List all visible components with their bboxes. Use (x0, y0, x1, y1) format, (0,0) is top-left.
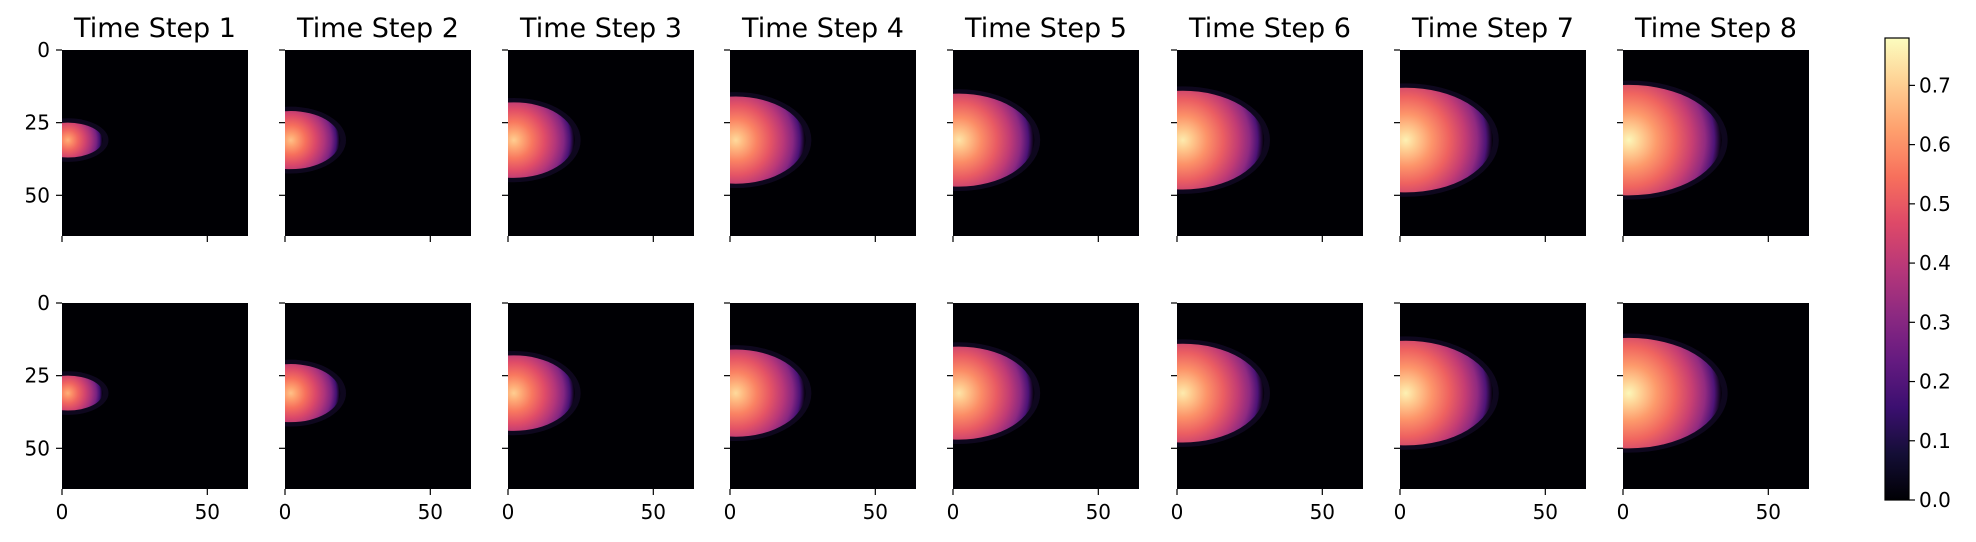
colorbar-scale (1884, 37, 1910, 501)
x-tick-label: 50 (1756, 500, 1781, 524)
x-tick-label: 50 (1086, 500, 1111, 524)
plume-mark (1623, 337, 1722, 449)
panel-r2-c7: 0 50 (1394, 302, 1586, 524)
x-tick-label: 50 (195, 500, 220, 524)
y-tick-label: 0 (37, 38, 50, 62)
panel-r1-c4: Time Step 4 (724, 13, 916, 242)
panel-title: Time Step 2 (296, 13, 459, 44)
plume-mark (62, 122, 103, 158)
x-tick-label: 0 (1171, 500, 1184, 524)
plume-mark (508, 102, 575, 178)
colorbar-tick-label: 0.3 (1919, 310, 1951, 334)
plume-mark (1400, 87, 1493, 193)
panel-r2-c8: 0 50 (1617, 302, 1809, 524)
panel-title: Time Step 8 (1634, 13, 1797, 44)
panel-r2-c1: 0 25 50 0 50 (25, 291, 248, 524)
y-tick-label: 0 (37, 291, 50, 315)
colorbar-tick-label: 0.7 (1919, 73, 1951, 97)
plume-mark (730, 96, 806, 184)
colorbar-tick-label: 0.4 (1919, 251, 1951, 275)
panel-r1-c2: Time Step 2 (279, 13, 471, 242)
y-tick-label: 25 (25, 111, 50, 135)
plume-mark (730, 349, 806, 437)
colorbar-tick-label: 0.2 (1919, 370, 1951, 394)
panels: 0 25 50 Time Step 1 Time Step 2 Time Step 3 Ti… (25, 13, 1809, 524)
x-tick-label: 0 (724, 500, 737, 524)
x-tick-label: 50 (641, 500, 666, 524)
x-tick-label: 0 (947, 500, 960, 524)
plume-mark (1177, 90, 1265, 190)
panel-r1-c5: Time Step 5 (947, 13, 1139, 242)
y-tick-label: 25 (25, 364, 50, 388)
plume-mark (1623, 84, 1722, 196)
x-tick-label: 0 (56, 500, 69, 524)
plume-mark (62, 375, 103, 411)
panel-title: Time Step 3 (519, 13, 682, 44)
panel-r2-c5: 0 50 (947, 302, 1139, 524)
colorbar-tick-label: 0.6 (1919, 133, 1951, 157)
panel-r1-c1: 0 25 50 Time Step 1 (25, 13, 248, 242)
panel-r1-c6: Time Step 6 (1171, 13, 1363, 242)
panel-r2-c2: 0 50 (279, 302, 471, 524)
plume-mark (285, 364, 341, 423)
panel-title: Time Step 6 (1188, 13, 1351, 44)
colorbar-tick-label: 0.5 (1919, 192, 1951, 216)
panel-title: Time Step 4 (741, 13, 904, 44)
panel-title: Time Step 7 (1411, 13, 1574, 44)
x-tick-label: 50 (418, 500, 443, 524)
y-tick-label: 50 (25, 436, 50, 460)
colorbar-tick-label: 0.1 (1919, 429, 1951, 453)
plume-mark (953, 93, 1035, 187)
plume-mark (508, 355, 575, 431)
plume-mark (285, 111, 341, 170)
panel-r2-c6: 0 50 (1171, 302, 1363, 524)
colorbar-tick-label: 0.0 (1919, 488, 1951, 512)
panel-r1-c8: Time Step 8 (1617, 13, 1809, 242)
panel-title: Time Step 5 (964, 13, 1127, 44)
x-tick-label: 50 (1310, 500, 1335, 524)
plume-mark (953, 346, 1035, 440)
plume-mark (1400, 340, 1493, 446)
x-tick-label: 0 (1617, 500, 1630, 524)
x-tick-label: 50 (1533, 500, 1558, 524)
y-tick-label: 50 (25, 183, 50, 207)
panel-r1-c7: Time Step 7 (1394, 13, 1586, 242)
x-tick-label: 0 (279, 500, 292, 524)
x-tick-label: 0 (1394, 500, 1407, 524)
panel-title: Time Step 1 (73, 13, 236, 44)
x-tick-label: 0 (502, 500, 515, 524)
colorbar: 0.0 0.1 0.2 0.3 0.4 0.5 0.6 0.7 (1884, 37, 1951, 512)
panel-r1-c3: Time Step 3 (502, 13, 694, 242)
panel-r2-c3: 0 50 (502, 302, 694, 524)
x-tick-label: 50 (863, 500, 888, 524)
plume-mark (1177, 343, 1265, 443)
panel-r2-c4: 0 50 (724, 302, 916, 524)
